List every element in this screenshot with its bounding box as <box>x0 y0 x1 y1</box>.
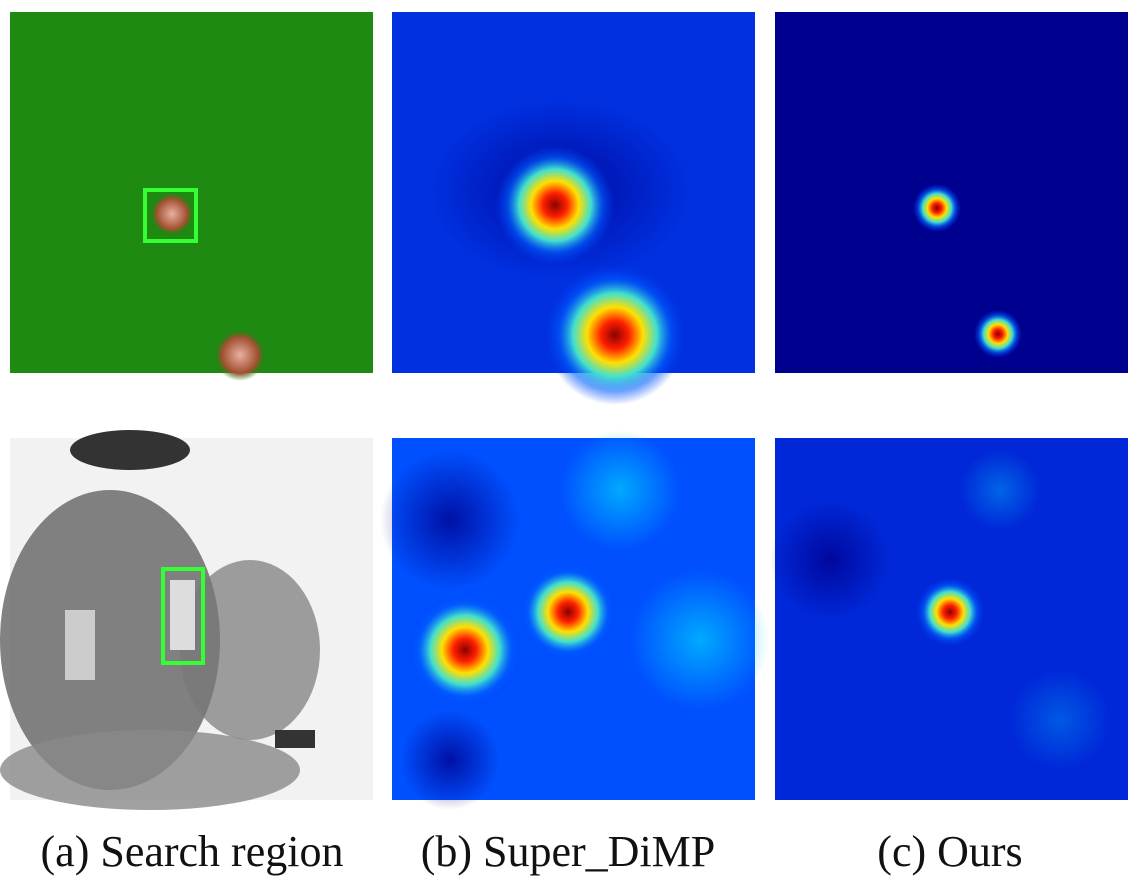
search-region-1 <box>10 12 373 381</box>
ours-map-1 <box>775 12 1128 373</box>
figure: (a) Search region (b) Super_DiMP (c) Our… <box>0 0 1128 879</box>
caption: (b) Super_DiMP <box>421 827 716 876</box>
super-dimp-map-2 <box>380 430 770 810</box>
super-dimp-map-1 <box>392 12 755 405</box>
ours-map-2 <box>770 438 1128 800</box>
search-region-2 <box>0 430 373 810</box>
caption: (a) Search region <box>41 827 344 876</box>
caption: (c) Ours <box>877 827 1022 876</box>
